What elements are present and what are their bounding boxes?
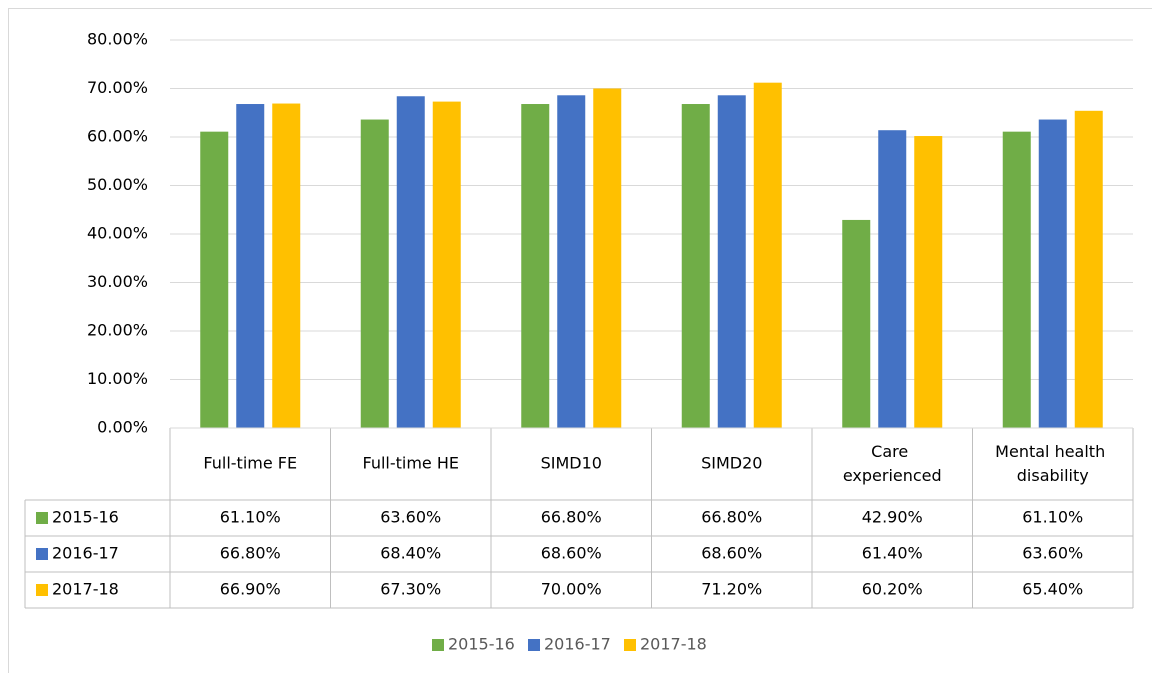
legend-swatch — [432, 639, 444, 651]
y-tick-label: 80.00% — [87, 30, 148, 49]
bar — [200, 131, 229, 429]
x-tick-label: SIMD10 — [541, 454, 602, 473]
table-value: 63.60% — [1022, 544, 1083, 563]
bar — [842, 219, 871, 428]
table-value: 60.20% — [862, 580, 923, 599]
y-tick-label: 30.00% — [87, 272, 148, 291]
y-tick-label: 0.00% — [97, 418, 148, 437]
x-tick-label: Full-time FE — [203, 454, 297, 473]
table-value: 63.60% — [380, 508, 441, 527]
table-value: 61.10% — [1022, 508, 1083, 527]
table-value: 66.80% — [220, 544, 281, 563]
bar — [878, 130, 907, 428]
bar — [1002, 131, 1031, 429]
y-tick-label: 70.00% — [87, 78, 148, 97]
bar — [914, 136, 943, 428]
table-value: 61.10% — [220, 508, 281, 527]
table-value: 66.80% — [701, 508, 762, 527]
bar — [236, 104, 265, 429]
y-tick-label: 50.00% — [87, 175, 148, 194]
bar — [272, 103, 301, 428]
x-tick-label: SIMD20 — [701, 454, 762, 473]
table-value: 66.90% — [220, 580, 281, 599]
bar — [432, 101, 461, 428]
table-value: 65.40% — [1022, 580, 1083, 599]
table-value: 68.60% — [701, 544, 762, 563]
bar — [681, 104, 710, 429]
legend-key — [36, 512, 48, 524]
row-header: 2015-16 — [52, 508, 119, 527]
legend-key — [36, 548, 48, 560]
y-tick-label: 60.00% — [87, 127, 148, 146]
x-tick-label: Mental health disability — [995, 442, 1110, 485]
table-value: 71.20% — [701, 580, 762, 599]
y-tick-label: 10.00% — [87, 369, 148, 388]
bar — [360, 119, 389, 428]
table-value: 67.30% — [380, 580, 441, 599]
legend-swatch — [528, 639, 540, 651]
x-tick-label: Full-time HE — [362, 454, 459, 473]
legend-label: 2016-17 — [544, 635, 611, 654]
bar — [557, 95, 586, 428]
table-value: 66.80% — [541, 508, 602, 527]
legend-key — [36, 584, 48, 596]
bar — [1038, 119, 1067, 428]
table-value: 70.00% — [541, 580, 602, 599]
x-tick-label: Care experienced — [843, 442, 942, 485]
row-header: 2016-17 — [52, 544, 119, 563]
bar — [717, 95, 746, 428]
table-value: 68.60% — [541, 544, 602, 563]
y-tick-label: 40.00% — [87, 224, 148, 243]
table-value: 61.40% — [862, 544, 923, 563]
table-value: 42.90% — [862, 508, 923, 527]
bar — [1074, 110, 1103, 428]
legend-swatch — [624, 639, 636, 651]
bar — [521, 104, 550, 429]
y-tick-label: 20.00% — [87, 321, 148, 340]
bar — [753, 82, 782, 429]
chart-frame — [8, 8, 1152, 673]
legend-label: 2017-18 — [640, 635, 707, 654]
legend-label: 2015-16 — [448, 635, 515, 654]
row-header: 2017-18 — [52, 580, 119, 599]
bar — [593, 88, 622, 428]
table-value: 68.40% — [380, 544, 441, 563]
bar — [396, 96, 425, 428]
